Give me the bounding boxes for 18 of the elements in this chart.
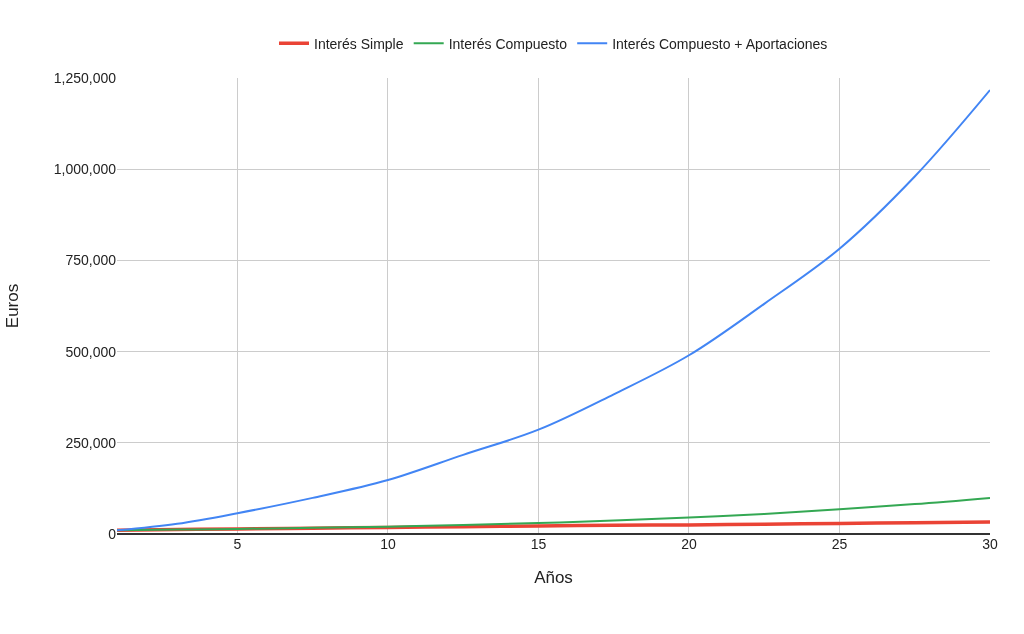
x-tick-label: 15 <box>530 536 547 552</box>
x-tick-label: 10 <box>380 536 396 552</box>
x-axis-title: Años <box>534 568 573 588</box>
legend-label: Interés Compuesto + Aportaciones <box>612 35 828 52</box>
y-tick-label: 750,000 <box>65 252 117 269</box>
y-tick-label: 1,000,000 <box>53 161 117 178</box>
y-tick-label: 250,000 <box>65 434 117 451</box>
x-tick-label: 30 <box>982 536 998 552</box>
legend-label: Interés Compuesto <box>448 35 568 52</box>
y-tick-label: 1,250,000 <box>53 69 117 86</box>
x-tick-label: 25 <box>831 536 848 552</box>
y-tick-label: 500,000 <box>65 343 117 360</box>
y-axis-title: Euros <box>3 283 23 329</box>
line-series <box>117 89 990 532</box>
x-tick-label: 5 <box>233 536 242 552</box>
y-tick-label: 0 <box>108 525 117 542</box>
x-tick-label: 20 <box>681 536 697 552</box>
legend-label: Interés Simple <box>314 35 404 52</box>
